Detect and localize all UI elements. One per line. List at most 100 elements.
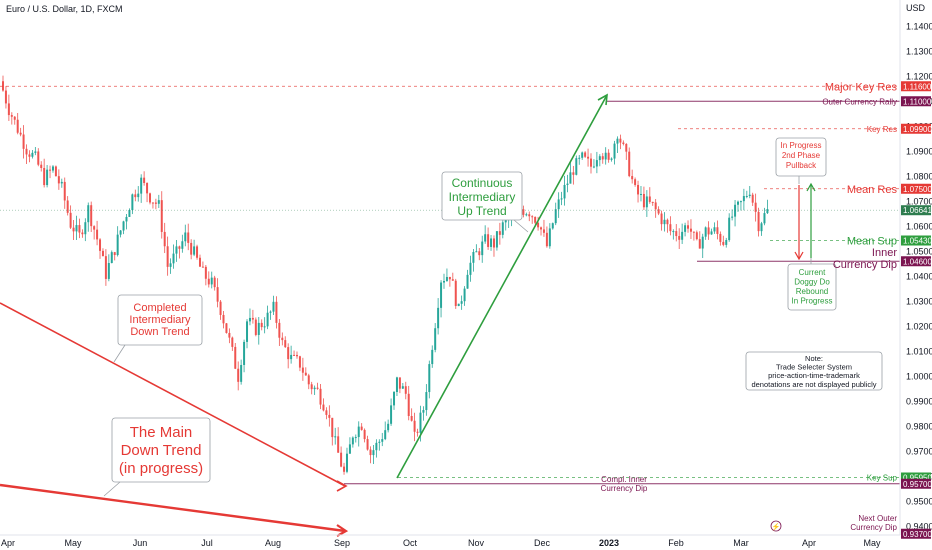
candle-body — [522, 209, 525, 215]
candle-body — [504, 219, 507, 223]
y-tick-label: 1.02000 — [906, 321, 932, 331]
price-tag-label: 1.07500 — [903, 185, 932, 194]
candle-body — [601, 156, 604, 160]
x-tick-label: Nov — [468, 538, 485, 548]
candle-body — [328, 414, 331, 418]
candle-body — [528, 214, 531, 217]
candle-body — [196, 246, 199, 258]
candle-body — [354, 437, 357, 439]
candle-body — [537, 222, 540, 228]
candle-body — [737, 201, 739, 205]
candle-body — [463, 288, 466, 302]
note-box — [745, 351, 883, 391]
y-tick-label: 1.04000 — [906, 271, 932, 281]
candle-body — [337, 436, 340, 453]
x-tick-label: Sep — [334, 538, 350, 548]
candle-body — [554, 209, 557, 224]
candle-body — [419, 412, 422, 433]
candles — [2, 75, 769, 475]
candle-body — [149, 193, 151, 203]
level-name: Key Sup — [867, 474, 898, 483]
candle-body — [246, 321, 249, 342]
candle-body — [154, 202, 157, 204]
candle-body — [701, 236, 704, 249]
candle-body — [128, 210, 131, 217]
candle-body — [151, 202, 154, 204]
x-tick-label: Feb — [668, 538, 684, 548]
candle-body — [757, 211, 760, 232]
lightning-glyph: ⚡ — [772, 522, 781, 531]
candle-body — [134, 194, 137, 198]
candle-body — [7, 103, 10, 116]
rebound-arrowhead — [806, 182, 816, 192]
candle-body — [545, 232, 548, 247]
candle-body — [734, 204, 737, 217]
candle-body — [454, 280, 457, 306]
candle-body — [348, 444, 351, 454]
main-down-trendline — [0, 483, 346, 533]
level-name: Mean Sup — [847, 236, 897, 248]
candle-body — [669, 224, 672, 232]
candle-body — [119, 230, 122, 235]
candle-body — [69, 212, 72, 228]
candle-body — [492, 238, 495, 248]
candle-body — [222, 314, 225, 324]
candle-body — [748, 194, 751, 197]
x-tick-label: May — [863, 538, 881, 548]
candle-body — [625, 143, 628, 152]
candle-body — [322, 404, 325, 411]
x-tick-label: 2023 — [599, 538, 619, 548]
candle-body — [287, 347, 290, 360]
candle-body — [40, 164, 43, 168]
candle-body — [375, 442, 378, 451]
candle-body — [548, 228, 551, 247]
price-axis[interactable]: 1.140001.130001.120001.110001.100001.090… — [899, 0, 932, 539]
candle-body — [404, 386, 407, 394]
candle-body — [678, 236, 681, 240]
candle-body — [293, 354, 296, 356]
candle-body — [378, 441, 381, 443]
candle-body — [37, 151, 40, 165]
candle-body — [687, 225, 690, 229]
candle-body — [443, 280, 445, 283]
main-down-box — [111, 417, 211, 483]
candle-body — [66, 200, 69, 213]
candle-body — [428, 364, 431, 393]
candle-body — [390, 405, 393, 424]
candle-body — [487, 234, 490, 247]
candle-body — [357, 426, 360, 438]
candle-body — [590, 158, 592, 167]
inner-dip-label-1: Inner — [872, 247, 897, 259]
time-axis[interactable]: Apr May Jun Jul Aug Sep Oct Nov Dec 2023 Feb Mar Apr… — [0, 534, 900, 548]
current-price-label: 1.06641 — [903, 206, 932, 215]
candle-body — [410, 415, 413, 421]
candle-body — [157, 200, 160, 204]
candle-body — [587, 156, 590, 159]
candle-body — [610, 158, 613, 160]
candle-body — [692, 231, 695, 233]
candle-body — [43, 167, 46, 186]
candle-body — [395, 377, 398, 392]
candle-body — [72, 227, 75, 232]
candle-body — [228, 332, 231, 338]
candle-body — [472, 252, 475, 263]
candle-body — [716, 227, 719, 234]
x-tick-label: Dec — [534, 538, 551, 548]
candle-body — [116, 234, 119, 256]
price-tag-label: 1.04600 — [903, 257, 932, 266]
candle-body — [190, 242, 193, 255]
candle-body — [234, 346, 237, 369]
next-outer-label: Next Outer Currency Dip — [850, 514, 897, 532]
candle-body — [560, 198, 563, 200]
y-tick-label: 1.14000 — [906, 21, 932, 31]
candle-body — [28, 154, 31, 157]
candle-body — [248, 317, 251, 322]
candle-body — [672, 231, 675, 233]
y-tick-label: 1.07000 — [906, 196, 932, 206]
candle-body — [387, 423, 390, 431]
candle-body — [254, 319, 257, 335]
candle-body — [19, 132, 22, 135]
main-down-arrowhead — [336, 524, 349, 537]
